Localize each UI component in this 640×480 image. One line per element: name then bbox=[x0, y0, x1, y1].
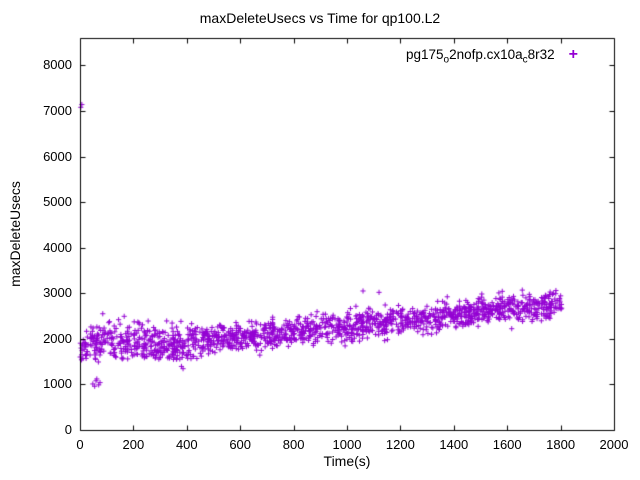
x-tick-label: 2000 bbox=[599, 437, 629, 452]
y-tick-label: 7000 bbox=[43, 102, 72, 118]
x-axis-label: Time(s) bbox=[323, 453, 371, 469]
legend: pg175o2nofp.cx10ac8r32 + bbox=[406, 46, 578, 66]
x-tick-label: 600 bbox=[229, 437, 252, 452]
x-tick-label: 400 bbox=[175, 437, 198, 452]
y-tick-label: 6000 bbox=[43, 148, 72, 164]
x-tick-label: 1400 bbox=[439, 437, 469, 452]
y-tick-label: 3000 bbox=[43, 285, 72, 301]
legend-series-label: pg175o2nofp.cx10ac8r32 bbox=[405, 47, 555, 66]
y-tick-label: 8000 bbox=[43, 57, 72, 73]
x-tick-label: 1200 bbox=[385, 437, 415, 452]
legend-plus-marker-icon: + bbox=[568, 46, 578, 63]
x-tick-label: 1800 bbox=[546, 437, 576, 452]
x-tick-label: 0 bbox=[76, 437, 84, 452]
y-tick-label: 0 bbox=[64, 422, 72, 437]
x-tick-label: 800 bbox=[282, 437, 305, 452]
x-tick-label: 200 bbox=[122, 437, 145, 452]
x-tick-label: 1000 bbox=[332, 437, 362, 452]
y-tick-label: 4000 bbox=[43, 239, 72, 255]
y-tick-label: 1000 bbox=[43, 376, 72, 392]
x-tick-label: 1600 bbox=[492, 437, 522, 452]
y-tick-label: 5000 bbox=[43, 194, 72, 210]
chart-title: maxDeleteUsecs vs Time for qp100.L2 bbox=[199, 10, 441, 26]
y-tick-label: 2000 bbox=[43, 330, 72, 346]
